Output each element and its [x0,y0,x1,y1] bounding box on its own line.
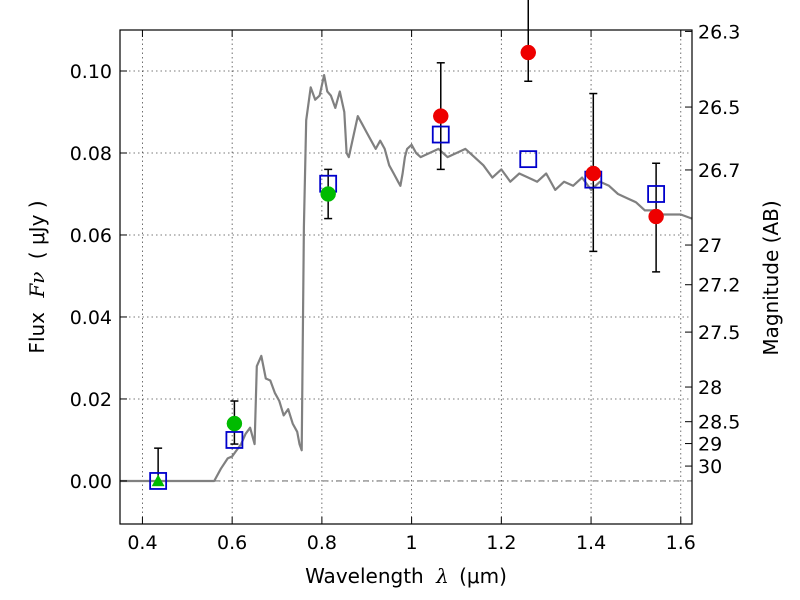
observed-triangle-marker [151,474,165,487]
y-tick-label: 0.00 [70,471,112,493]
series [120,0,693,490]
x-tick-label: 1.4 [576,532,606,554]
observed-circle-marker [585,165,602,182]
model-square-marker [647,185,666,203]
y-tick-label: 0.10 [70,61,112,83]
sed-model-curve [120,74,693,483]
x-axis-label-unit: (μm) [459,564,507,588]
model-square-marker [431,125,450,144]
ticks: 0.4 0.6 0.8 1 1.2 1.4 1.6 0.00 0.02 0.04 0.06 0.08 0… [70,21,741,554]
x-tick-label: 1 [406,532,418,554]
observed-circle-marker [648,208,664,225]
y-tick-label: 0.02 [70,389,112,411]
model-square-marker [519,150,538,169]
y2-axis-label: Magnitude (AB) [759,200,783,355]
mag-tick-label: 28 [698,377,722,399]
mag-tick-label: 30 [698,456,722,478]
x-axis-label-prefix: Wavelength [305,564,424,588]
y-axis-label-unit: ( μJy ) [25,200,49,259]
y-axis-label-prefix: Flux [25,312,49,354]
y-tick-label: 0.06 [70,225,112,247]
model-square-marker [149,472,168,490]
observed-circle-marker [520,44,537,61]
plot-frame [119,29,693,525]
mag-tick-label: 27.5 [698,322,740,344]
x-axis-label-symbol: λ [435,564,449,588]
mag-tick-label: 28.5 [698,412,740,434]
x-tick-label: 0.8 [307,532,337,554]
x-tick-label: 1.6 [666,532,696,554]
y-tick-label: 0.08 [70,143,112,165]
x-tick-label: 0.6 [217,532,247,554]
y-axis-label: Flux Fν ( μJy ) [25,200,49,353]
mag-tick-label: 27 [698,235,722,257]
observed-circle-marker [226,415,243,432]
mag-tick-label: 26.5 [698,97,740,119]
x-tick-label: 1.2 [486,532,516,554]
y-tick-label: 0.04 [70,307,112,329]
observed-circle-marker [433,108,449,124]
mag-tick-label: 26.7 [698,160,740,182]
observed-circle-marker [320,186,336,202]
x-axis-label: Wavelength λ (μm) [305,564,507,588]
x-tick-label: 0.4 [127,532,157,554]
model-square-marker [225,431,244,449]
mag-tick-label: 26.3 [698,21,740,43]
mag-tick-label: 29 [698,434,722,456]
mag-tick-label: 27.2 [698,275,740,297]
y-axis-label-symbol: Fν [25,272,49,299]
